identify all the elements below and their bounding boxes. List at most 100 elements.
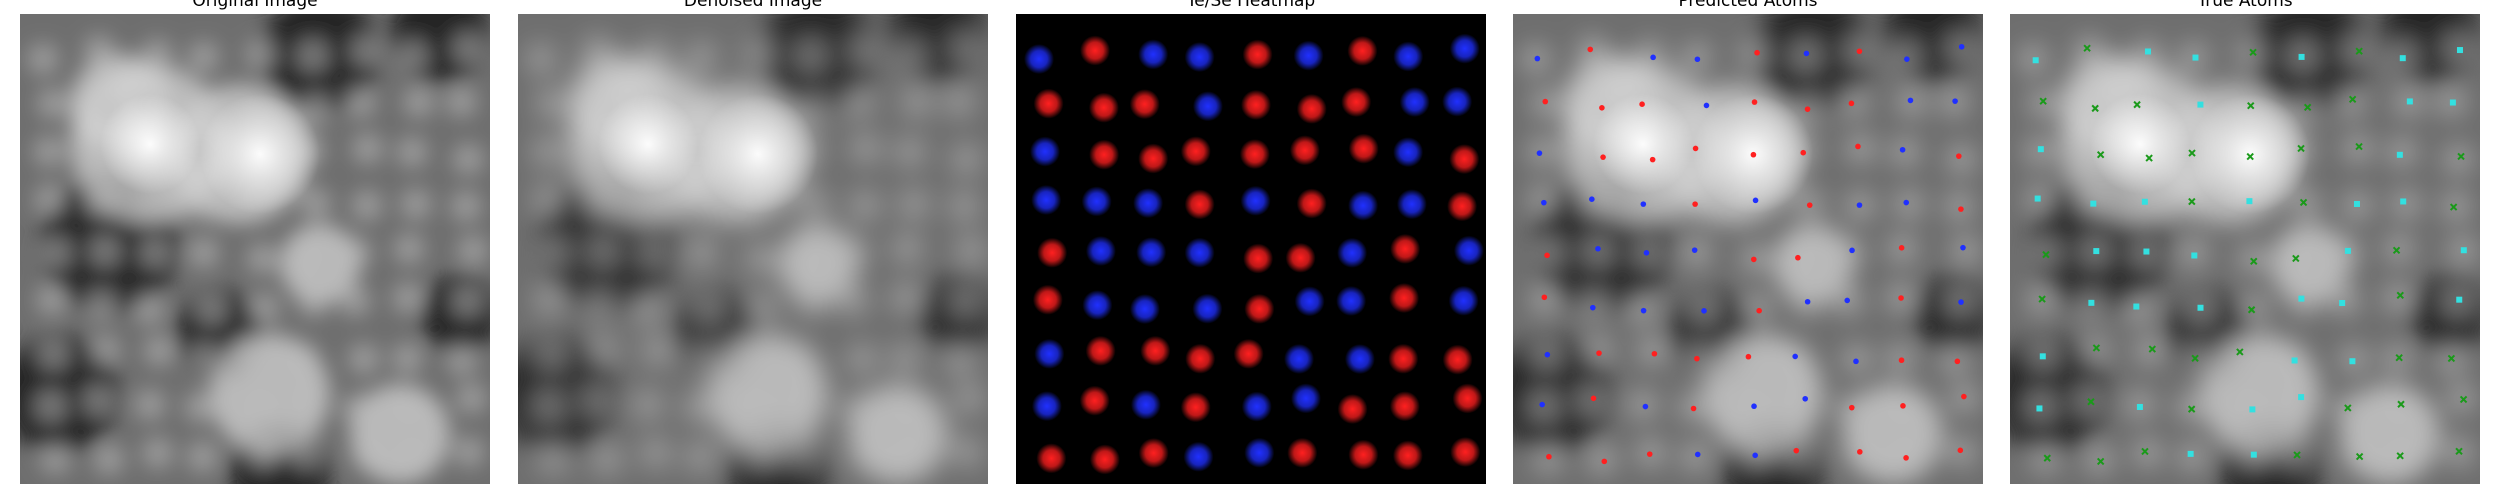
heatmap-se-spot [1294, 286, 1325, 317]
true-se-marker [2460, 247, 2467, 254]
predicted-te-marker [1599, 105, 1605, 111]
heatmap-se-spot [1336, 285, 1367, 316]
predicted-te-marker [1848, 404, 1855, 411]
true-se-marker [2144, 48, 2151, 55]
true-te-marker [2459, 395, 2468, 404]
true-se-marker [2036, 405, 2043, 412]
true-te-marker [2297, 144, 2305, 153]
heatmap-te-spot [1080, 35, 1111, 66]
predicted-te-marker [1544, 252, 1550, 259]
heatmap-se-spot [1031, 184, 1062, 215]
predicted-te-marker [1900, 403, 1906, 409]
heatmap-se-spot [1184, 42, 1215, 73]
true-se-marker [2141, 198, 2148, 205]
heatmap-te-spot [1184, 189, 1215, 220]
predicted-te-marker [1692, 145, 1699, 152]
heatmap-te-spot [1243, 243, 1274, 274]
true-se-marker [2249, 406, 2256, 413]
predicted-se-marker [1589, 196, 1595, 203]
true-se-marker [2187, 450, 2194, 457]
true-te-marker [2292, 254, 2300, 263]
true-te-marker [2293, 451, 2301, 459]
heatmap-se-spot [1393, 137, 1424, 168]
predicted-se-marker [1701, 308, 1707, 314]
true-se-marker [2344, 247, 2351, 254]
predicted-se-marker [1544, 351, 1551, 358]
true-se-marker [2246, 198, 2253, 205]
heatmap-te-spot [1036, 443, 1067, 474]
true-te-marker [2455, 447, 2463, 456]
heatmap-se-spot [1348, 190, 1379, 221]
true-se-marker [2396, 151, 2403, 158]
predicted-te-marker [1903, 455, 1909, 461]
heatmap-te-spot [1242, 39, 1273, 70]
panel-title-heatmap: Te/Se Heatmap [1186, 0, 1316, 11]
heatmap-se-spot [1240, 185, 1271, 216]
true-te-marker [2396, 291, 2404, 299]
heatmap-se-spot [1449, 33, 1480, 64]
panel-title-predicted: Predicted Atoms [1678, 0, 1818, 11]
heatmap-se-spot [1183, 441, 1214, 472]
heatmap-te-spot [1244, 293, 1275, 324]
true-se-marker [2093, 248, 2100, 255]
predicted-te-marker [1639, 101, 1645, 107]
predicted-se-marker [1539, 401, 1545, 408]
predicted-te-marker [1958, 206, 1964, 212]
heatmap-te-spot [1180, 392, 1211, 423]
heatmap-te-spot [1296, 93, 1327, 124]
heatmap-se-spot [1029, 136, 1060, 167]
panel-heatmap: Te/Se Heatmap [1016, 0, 1486, 500]
predicted-se-marker [1849, 247, 1855, 254]
predicted-se-marker [1960, 244, 1966, 251]
predicted-se-marker [1595, 245, 1601, 252]
predicted-te-marker [1956, 153, 1962, 159]
true-te-marker [2043, 454, 2051, 462]
heatmap-se-spot [1192, 293, 1223, 324]
predicted-te-marker [1651, 350, 1658, 357]
heatmap-te-spot [1089, 139, 1120, 170]
true-atoms-image [2010, 14, 2480, 484]
true-te-marker [2038, 295, 2046, 303]
predicted-se-marker [1642, 403, 1649, 410]
true-se-marker [2399, 55, 2406, 62]
true-se-marker [2298, 53, 2305, 60]
true-te-marker [2348, 95, 2357, 104]
heatmap-se-spot [1024, 44, 1055, 75]
heatmap-se-spot [1136, 237, 1167, 268]
heatmap-se-spot [1192, 91, 1223, 122]
panel-true-atoms: True Atoms [2010, 0, 2480, 500]
true-te-marker [2249, 48, 2257, 56]
true-te-marker [2344, 404, 2352, 412]
predicted-se-marker [1694, 451, 1701, 458]
true-se-marker [2197, 304, 2204, 311]
true-se-marker [2191, 252, 2198, 259]
true-te-marker [2145, 154, 2153, 162]
predicted-te-marker [1795, 254, 1801, 261]
predicted-se-marker [1856, 202, 1863, 208]
predicted-te-marker [1750, 256, 1757, 263]
heatmap-te-spot [1233, 338, 1264, 369]
predicted-te-marker [1751, 99, 1758, 105]
heatmap-se-spot [1284, 343, 1315, 374]
predicted-te-marker [1804, 106, 1811, 112]
predicted-se-marker [1650, 54, 1656, 61]
predicted-te-marker [1546, 453, 1552, 460]
heatmap-se-spot [1082, 290, 1113, 321]
heatmap-te-spot [1348, 439, 1379, 470]
predicted-se-marker [1536, 150, 1543, 156]
heatmap-se-spot [1129, 294, 1160, 325]
panel-title-denoised: Denoised Image [683, 0, 823, 11]
predicted-te-marker [1750, 151, 1757, 158]
true-te-marker [2039, 97, 2047, 105]
true-te-marker [2250, 257, 2258, 266]
true-te-marker [2397, 400, 2405, 408]
predicted-se-marker [1703, 102, 1710, 109]
predicted-se-marker [1904, 56, 1910, 62]
true-te-marker [2148, 345, 2157, 353]
predicted-se-marker [1640, 201, 1647, 207]
true-te-marker [2141, 447, 2149, 456]
heatmap-te-spot [1337, 394, 1368, 425]
predicted-se-marker [1590, 304, 1596, 311]
true-te-marker [2236, 348, 2244, 356]
heatmap-se-spot [1337, 237, 1368, 268]
